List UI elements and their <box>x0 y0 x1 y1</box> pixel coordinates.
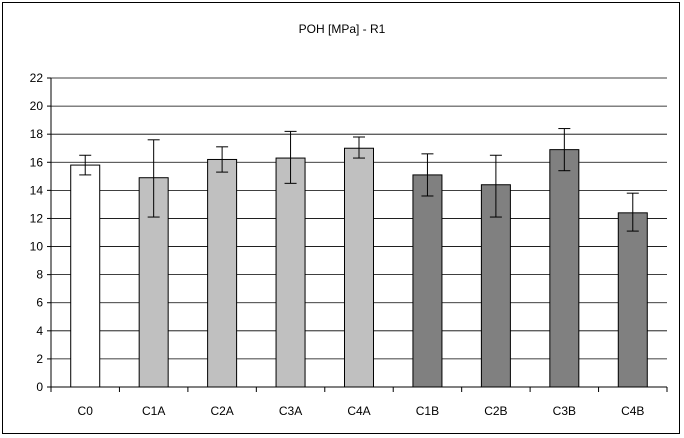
bar-C2A <box>207 158 238 388</box>
error-bar-C0 <box>79 154 92 176</box>
x-tick-label-C0: C0 <box>78 404 94 418</box>
bars <box>70 147 648 388</box>
y-tick-label-3: 6 <box>36 296 43 310</box>
x-tick-label-C3A: C3A <box>279 404 302 418</box>
x-tick-label-C1B: C1B <box>416 404 439 418</box>
x-tick-labels: C0 C1A C2A C3A C4A C1B C2B C3B C4B <box>78 404 645 418</box>
error-bar-C3B <box>558 128 571 172</box>
x-tick-label-C4B: C4B <box>621 404 644 418</box>
bar-C3B <box>549 149 580 388</box>
y-tick-label-10: 20 <box>30 99 44 113</box>
y-tick-label-9: 18 <box>30 127 44 141</box>
y-tick-label-5: 10 <box>30 240 44 254</box>
chart-title: POH [MPa] - R1 <box>299 22 386 36</box>
error-bar-C1A <box>147 139 160 218</box>
error-bars <box>79 128 639 232</box>
x-tick-label-C1A: C1A <box>142 404 165 418</box>
y-tick-label-7: 14 <box>30 183 44 197</box>
x-tick-label-C2B: C2B <box>484 404 507 418</box>
error-bar-C2A <box>216 146 229 173</box>
bar-C2B <box>480 184 511 388</box>
y-tick-label-11: 22 <box>30 71 44 85</box>
y-tick-label-4: 8 <box>36 268 43 282</box>
x-tick-label-C3B: C3B <box>553 404 576 418</box>
error-bar-C4B <box>626 192 639 232</box>
bar-C1B <box>412 174 443 388</box>
error-bar-C2B <box>489 154 502 218</box>
bar-C4B <box>617 212 648 388</box>
bar-C4A <box>344 147 374 388</box>
y-tick-label-1: 2 <box>36 352 43 366</box>
y-tick-label-6: 12 <box>30 211 44 225</box>
chart-frame <box>2 2 680 434</box>
bar-C3A <box>275 157 306 388</box>
error-bar-C3A <box>284 130 297 184</box>
axes <box>47 77 668 392</box>
x-tick-label-C2A: C2A <box>210 404 233 418</box>
error-bar-C1B <box>421 153 434 197</box>
error-bar-C4A <box>353 136 365 159</box>
y-tick-label-8: 16 <box>30 155 44 169</box>
y-tick-labels: 0 2 4 6 8 10 12 14 16 18 20 22 <box>30 71 44 394</box>
y-tick-label-0: 0 <box>36 380 43 394</box>
bar-C0 <box>70 164 101 388</box>
x-tick-label-C4A: C4A <box>347 404 370 418</box>
y-tick-label-2: 4 <box>36 324 43 338</box>
